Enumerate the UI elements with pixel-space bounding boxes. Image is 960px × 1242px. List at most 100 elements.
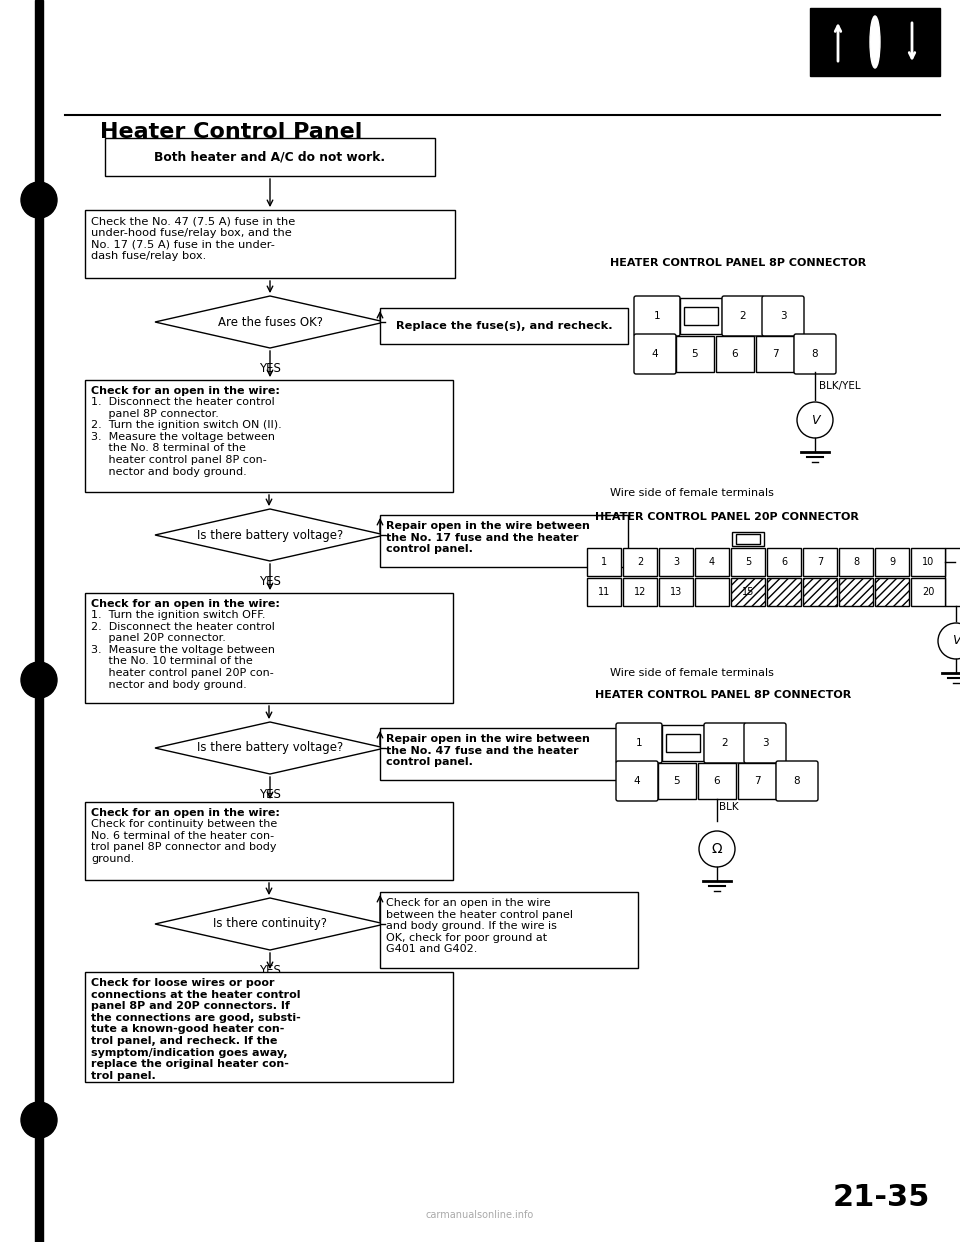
Text: 8: 8 [852,556,859,568]
FancyBboxPatch shape [85,972,453,1082]
Text: Check the No. 47 (7.5 A) fuse in the
under-hood fuse/relay box, and the
No. 17 (: Check the No. 47 (7.5 A) fuse in the und… [91,216,296,261]
Text: 2: 2 [636,556,643,568]
Text: 5: 5 [692,349,698,359]
Text: 20: 20 [922,587,934,597]
Text: 10: 10 [922,556,934,568]
Text: 3: 3 [761,738,768,748]
Text: 13: 13 [670,587,683,597]
Polygon shape [155,722,385,774]
Text: 1: 1 [601,556,607,568]
FancyBboxPatch shape [762,296,804,337]
FancyBboxPatch shape [658,763,696,799]
FancyBboxPatch shape [623,578,657,606]
FancyBboxPatch shape [85,210,455,278]
FancyBboxPatch shape [732,532,764,546]
FancyBboxPatch shape [587,548,621,576]
Text: 9: 9 [889,556,895,568]
FancyBboxPatch shape [794,334,836,374]
Text: Wire side of female terminals: Wire side of female terminals [610,668,774,678]
FancyBboxPatch shape [722,296,764,337]
FancyBboxPatch shape [587,578,621,606]
Text: 15: 15 [742,587,755,597]
FancyBboxPatch shape [85,380,453,492]
FancyBboxPatch shape [684,307,718,325]
Text: YES: YES [259,964,281,977]
Text: 1.  Disconnect the heater control
     panel 8P connector.
2.  Turn the ignition: 1. Disconnect the heater control panel 8… [91,397,281,477]
Text: 7: 7 [817,556,823,568]
Circle shape [21,662,57,698]
Text: Repair open in the wire between
the No. 47 fuse and the heater
control panel.: Repair open in the wire between the No. … [386,734,589,768]
FancyBboxPatch shape [616,723,662,763]
FancyBboxPatch shape [695,578,729,606]
Text: 8: 8 [812,349,818,359]
FancyBboxPatch shape [623,548,657,576]
FancyBboxPatch shape [738,763,776,799]
Polygon shape [155,898,385,950]
FancyBboxPatch shape [680,298,722,334]
Text: HEATER CONTROL PANEL 8P CONNECTOR: HEATER CONTROL PANEL 8P CONNECTOR [595,691,852,700]
Text: Is there continuity?: Is there continuity? [213,918,327,930]
Text: YES: YES [259,575,281,587]
FancyBboxPatch shape [803,548,837,576]
FancyBboxPatch shape [716,337,754,373]
FancyBboxPatch shape [85,592,453,703]
Text: BLK: BLK [719,802,738,812]
FancyBboxPatch shape [85,802,453,881]
FancyBboxPatch shape [803,578,837,606]
Circle shape [699,831,735,867]
Text: Check for an open in the wire:: Check for an open in the wire: [91,599,280,609]
Ellipse shape [870,16,880,68]
Text: 3: 3 [780,310,786,320]
FancyBboxPatch shape [744,723,786,763]
FancyBboxPatch shape [731,578,765,606]
Text: 4: 4 [652,349,659,359]
FancyBboxPatch shape [380,728,628,780]
FancyBboxPatch shape [634,296,680,337]
Text: 11: 11 [598,587,611,597]
Text: V: V [811,414,819,426]
Text: 2: 2 [722,738,729,748]
Text: NO: NO [393,524,411,538]
Text: 7: 7 [772,349,779,359]
Bar [35,0,43,1242]
Text: 5: 5 [745,556,751,568]
Text: WHT/BLU: WHT/BLU [957,556,960,568]
Text: Repair open in the wire between
the No. 17 fuse and the heater
control panel.: Repair open in the wire between the No. … [386,520,589,554]
FancyBboxPatch shape [945,548,960,606]
Text: 6: 6 [780,556,787,568]
FancyBboxPatch shape [776,761,818,801]
FancyBboxPatch shape [911,548,945,576]
FancyBboxPatch shape [839,548,873,576]
FancyBboxPatch shape [767,548,801,576]
Text: HEATER CONTROL PANEL 8P CONNECTOR: HEATER CONTROL PANEL 8P CONNECTOR [610,258,866,268]
Text: NO: NO [393,312,411,324]
FancyBboxPatch shape [704,723,746,763]
Text: NO: NO [393,738,411,750]
Text: HEATER CONTROL PANEL 20P CONNECTOR: HEATER CONTROL PANEL 20P CONNECTOR [595,512,859,522]
FancyBboxPatch shape [659,578,693,606]
Text: 6: 6 [713,776,720,786]
Text: Ω: Ω [711,842,722,856]
Text: Check for an open in the wire
between the heater control panel
and body ground. : Check for an open in the wire between th… [386,898,573,954]
Text: 2: 2 [740,310,746,320]
Text: 12: 12 [634,587,646,597]
Text: Replace the fuse(s), and recheck.: Replace the fuse(s), and recheck. [396,320,612,332]
Bar [810,7,940,76]
Polygon shape [155,296,385,348]
FancyBboxPatch shape [731,548,765,576]
Circle shape [21,183,57,219]
Text: 6: 6 [732,349,738,359]
Text: Is there battery voltage?: Is there battery voltage? [197,529,343,542]
FancyBboxPatch shape [875,578,909,606]
FancyBboxPatch shape [698,763,736,799]
Text: 8: 8 [794,776,801,786]
Circle shape [21,1102,57,1138]
Text: 1.  Turn the ignition switch OFF.
2.  Disconnect the heater control
     panel 2: 1. Turn the ignition switch OFF. 2. Disc… [91,610,275,689]
Text: Both heater and A/C do not work.: Both heater and A/C do not work. [155,150,386,164]
Text: YES: YES [259,787,281,801]
Text: 4: 4 [708,556,715,568]
FancyBboxPatch shape [875,548,909,576]
FancyBboxPatch shape [616,761,658,801]
FancyBboxPatch shape [839,578,873,606]
FancyBboxPatch shape [380,892,638,968]
